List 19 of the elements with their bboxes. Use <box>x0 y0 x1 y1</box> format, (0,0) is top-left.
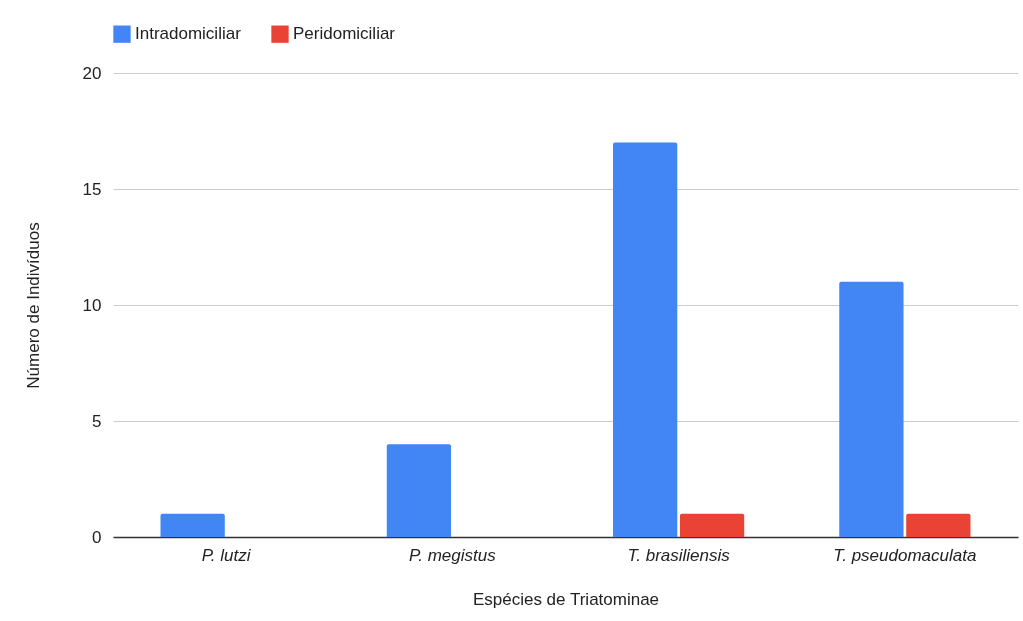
y-tick-label: 15 <box>82 179 102 199</box>
bar <box>906 513 971 537</box>
x-tick-label: P. megistus <box>409 545 497 565</box>
y-tick-label: 0 <box>92 527 102 547</box>
bar <box>839 281 904 537</box>
y-tick-label: 5 <box>92 411 102 431</box>
x-tick-label: P. lutzi <box>201 545 252 565</box>
y-tick-label: 10 <box>82 295 102 315</box>
legend-label: Peridomiciliar <box>293 24 396 44</box>
bar <box>679 513 745 537</box>
y-tick-label: 20 <box>82 63 102 83</box>
x-tick-label: T. brasiliensis <box>627 545 731 565</box>
y-axis-title: Número de Indivíduos <box>23 222 43 389</box>
bar <box>386 444 452 537</box>
bar <box>160 513 225 537</box>
bar <box>613 142 678 537</box>
legend-label: Intradomiciliar <box>135 24 242 44</box>
x-axis-title: Espécies de Triatominae <box>472 589 660 609</box>
x-tick-label: T. pseudomaculata <box>833 545 977 565</box>
